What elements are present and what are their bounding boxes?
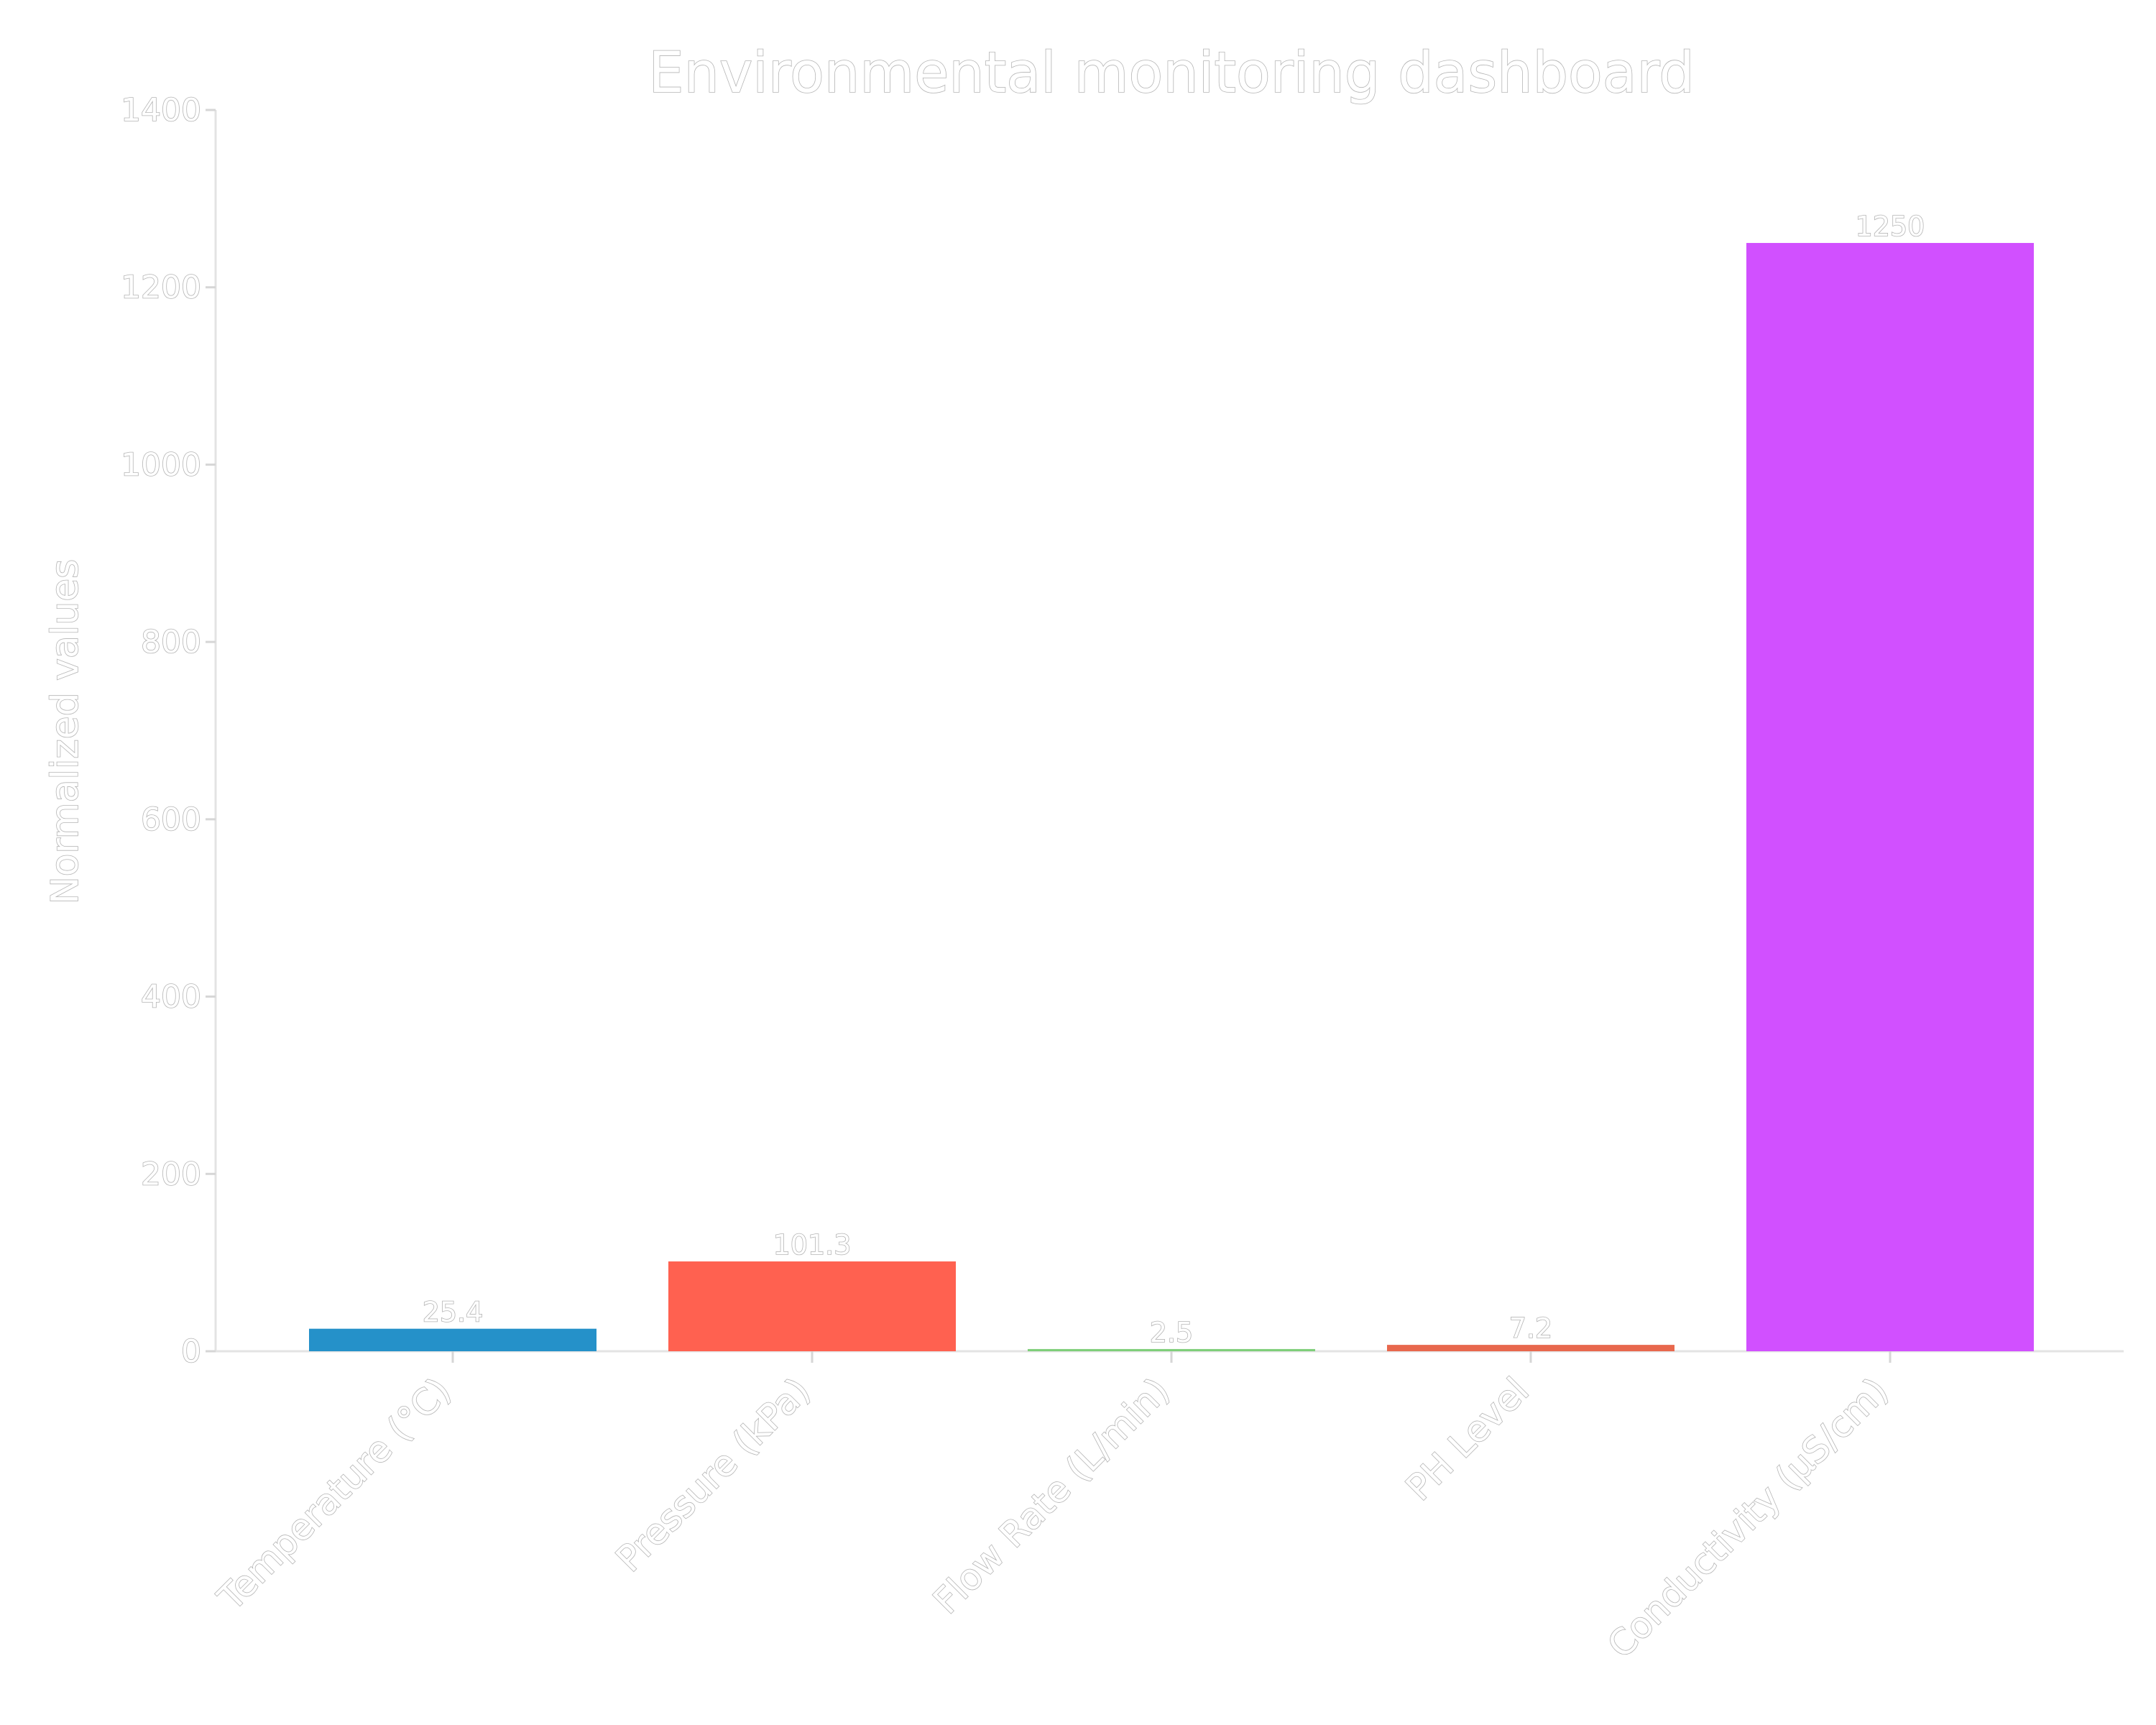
bar bbox=[668, 1261, 956, 1351]
y-axis-label: Normalized values bbox=[44, 559, 87, 905]
y-tick-label: 800 bbox=[141, 624, 201, 661]
data-label: 25.4 bbox=[423, 1297, 484, 1328]
y-tick-label: 1200 bbox=[121, 270, 201, 306]
y-tick-label: 0 bbox=[181, 1333, 201, 1370]
bar bbox=[309, 1328, 596, 1351]
data-label: 2.5 bbox=[1150, 1317, 1193, 1348]
chart-title: Environmental monitoring dashboard bbox=[648, 41, 1695, 106]
data-label: 1250 bbox=[1856, 211, 1925, 242]
x-tick-label: Flow Rate (L/min) bbox=[925, 1369, 1177, 1622]
y-tick-label: 1400 bbox=[121, 92, 201, 129]
bar bbox=[1746, 243, 2034, 1352]
y-tick-label: 400 bbox=[141, 979, 201, 1016]
x-tick-label: PH Level bbox=[1398, 1369, 1537, 1508]
x-tick-label: Temperature (°C) bbox=[210, 1369, 459, 1619]
data-label: 101.3 bbox=[773, 1229, 852, 1261]
y-tick-label: 200 bbox=[141, 1156, 201, 1192]
y-tick-label: 1000 bbox=[121, 446, 201, 483]
x-tick-label: Conductivity (µS/cm) bbox=[1600, 1369, 1897, 1666]
data-label: 7.2 bbox=[1509, 1312, 1552, 1344]
bar bbox=[1387, 1345, 1674, 1351]
bar bbox=[1028, 1348, 1315, 1351]
plot-area: 0 200 400 600 800 1000 1200 1400 25.4 Temperature… bbox=[120, 91, 2124, 1667]
y-tick-label: 600 bbox=[141, 801, 201, 838]
x-tick-label: Pressure (kPa) bbox=[608, 1369, 819, 1580]
